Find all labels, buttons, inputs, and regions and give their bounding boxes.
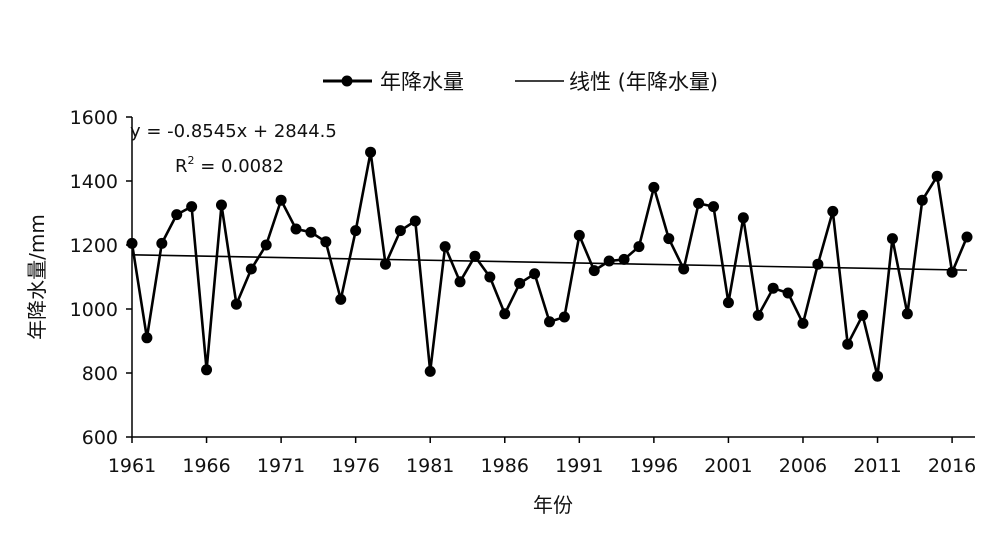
data-point (230, 298, 242, 310)
series-points (126, 146, 973, 382)
y-tick-label: 1000 (70, 299, 118, 321)
y-tick-label: 1200 (70, 235, 118, 257)
data-point (752, 309, 764, 321)
trendline-equation: y = -0.8545x + 2844.5 (130, 121, 337, 142)
data-point (812, 258, 824, 270)
data-point (439, 241, 451, 253)
data-point (678, 263, 690, 275)
data-point (186, 201, 198, 213)
data-point (916, 194, 928, 206)
data-point (215, 199, 227, 211)
x-tick-label: 2011 (853, 455, 901, 477)
data-point (394, 225, 406, 237)
data-point (484, 271, 496, 283)
data-point (424, 365, 436, 377)
data-point (886, 233, 898, 245)
data-point (409, 215, 421, 227)
data-point (379, 258, 391, 270)
data-point (708, 201, 720, 213)
data-point (782, 287, 794, 299)
x-tick-label: 1961 (108, 455, 156, 477)
x-tick-label: 1996 (630, 455, 678, 477)
data-point (618, 253, 630, 265)
data-point (872, 370, 884, 382)
x-tick-label: 1971 (257, 455, 305, 477)
data-point (961, 231, 973, 243)
data-point (588, 265, 600, 277)
x-tick-label: 2006 (779, 455, 827, 477)
data-point (573, 229, 585, 241)
data-point (901, 308, 913, 320)
trendline (131, 254, 968, 271)
data-point (857, 309, 869, 321)
data-point (350, 225, 362, 237)
data-point (260, 239, 272, 251)
data-point (365, 146, 377, 158)
data-point (126, 237, 138, 249)
data-point (305, 226, 317, 238)
x-tick-label: 1991 (555, 455, 603, 477)
data-point (558, 311, 570, 323)
data-point (320, 236, 332, 248)
data-point (454, 276, 466, 288)
data-point (499, 308, 511, 320)
data-point (469, 250, 481, 262)
x-tick-label: 1976 (331, 455, 379, 477)
y-tick-label: 600 (82, 427, 118, 449)
data-point (335, 293, 347, 305)
data-point (156, 237, 168, 249)
data-point (245, 263, 257, 275)
data-point (663, 233, 675, 245)
data-point (648, 181, 660, 193)
legend-label-trendline: 线性 (年降水量) (569, 70, 718, 94)
data-point (842, 338, 854, 350)
data-point (633, 241, 645, 253)
data-point (171, 209, 183, 221)
y-tick-label: 800 (82, 363, 118, 385)
x-axis-ticks: 1961 1966 1971 1976 1981 1986 1991 1996 2001 2006… (108, 437, 976, 477)
data-point (201, 364, 213, 376)
data-point (529, 268, 541, 280)
y-axis-ticks: 600 800 1000 1200 1400 1600 (70, 107, 132, 449)
data-point (722, 297, 734, 309)
r-squared-label: R2 = 0.0082 (175, 154, 284, 177)
data-point (290, 223, 302, 235)
x-tick-label: 1986 (481, 455, 529, 477)
data-point (767, 282, 779, 294)
data-point (514, 277, 526, 289)
data-point (737, 212, 749, 224)
data-point (827, 205, 839, 217)
x-tick-label: 1966 (182, 455, 230, 477)
data-point (931, 170, 943, 182)
x-axis-title: 年份 (533, 493, 573, 517)
data-point (946, 266, 958, 278)
series-line-annual-precipitation (130, 150, 969, 378)
x-tick-label: 2016 (928, 455, 976, 477)
x-tick-label: 1981 (406, 455, 454, 477)
legend-swatch-marker (341, 75, 353, 87)
data-point (275, 194, 287, 206)
x-tick-label: 2001 (704, 455, 752, 477)
data-point (141, 332, 153, 344)
y-tick-label: 1600 (70, 107, 118, 129)
y-tick-label: 1400 (70, 171, 118, 193)
data-point (544, 316, 555, 328)
data-point (603, 255, 615, 267)
y-axis-title: 年降水量/mm (25, 214, 49, 340)
legend-label-series: 年降水量 (380, 70, 464, 94)
data-point (693, 197, 705, 209)
data-point (797, 317, 809, 329)
legend: 年降水量 线性 (年降水量) (323, 70, 718, 94)
